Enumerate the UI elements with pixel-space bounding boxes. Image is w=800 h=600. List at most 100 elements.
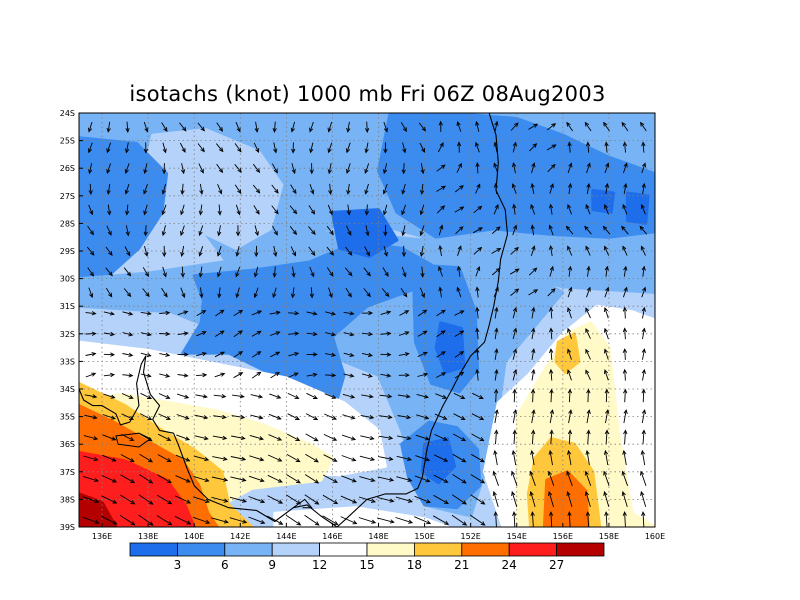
wind-arrow bbox=[454, 351, 465, 358]
wind-arrow bbox=[436, 351, 446, 358]
wind-arrow bbox=[254, 121, 259, 133]
wind-arrow-head bbox=[146, 311, 152, 316]
colorbar-swatch bbox=[366, 542, 415, 557]
wind-arrow-head bbox=[124, 168, 129, 174]
wind-arrow-head bbox=[180, 272, 185, 278]
wind-arrow bbox=[234, 143, 242, 153]
wind-arrow bbox=[401, 266, 407, 278]
wind-arrow-head bbox=[219, 147, 224, 153]
wind-arrow-head bbox=[494, 429, 499, 435]
wind-arrow bbox=[454, 206, 465, 213]
lon-label: 150E bbox=[414, 532, 434, 541]
wind-arrow-head bbox=[257, 310, 263, 315]
wind-arrow-shaft bbox=[456, 287, 462, 298]
wind-arrow-head bbox=[238, 372, 244, 377]
wind-arrow-head bbox=[641, 348, 646, 354]
wind-arrow bbox=[198, 246, 204, 257]
wind-arrow bbox=[308, 246, 316, 256]
wind-arrow-shaft bbox=[82, 475, 99, 482]
wind-arrow bbox=[546, 144, 557, 151]
wind-arrow bbox=[325, 332, 337, 337]
wind-arrow bbox=[288, 331, 300, 336]
wind-arrow bbox=[622, 286, 628, 298]
wind-arrow-shaft bbox=[568, 183, 572, 194]
wind-arrow-head bbox=[165, 394, 171, 399]
isotach-region bbox=[79, 451, 196, 527]
wind-arrow-head bbox=[603, 490, 608, 496]
wind-arrow bbox=[211, 496, 229, 503]
wind-arrow bbox=[100, 515, 118, 525]
wind-arrow-shaft bbox=[102, 454, 116, 462]
wind-arrow-head bbox=[494, 203, 499, 209]
wind-arrow-head bbox=[603, 369, 609, 375]
lat-label: 37S bbox=[60, 468, 75, 477]
wind-arrow-shaft bbox=[622, 246, 628, 256]
wind-arrow-head bbox=[310, 189, 315, 195]
wind-arrow bbox=[251, 310, 263, 316]
wind-arrow-head bbox=[167, 521, 173, 526]
wind-arrow-head bbox=[274, 209, 279, 215]
wind-arrow-shaft bbox=[568, 266, 571, 277]
wind-arrow-head bbox=[202, 394, 208, 399]
wind-arrow bbox=[267, 454, 283, 462]
wind-arrow bbox=[547, 123, 557, 131]
wind-arrow bbox=[196, 372, 208, 378]
wind-arrow-shaft bbox=[158, 393, 170, 399]
wind-arrow-head bbox=[256, 371, 262, 377]
wind-arrow bbox=[377, 496, 395, 503]
wind-arrow bbox=[604, 182, 610, 194]
wind-arrow bbox=[159, 373, 171, 378]
wind-arrow-shaft bbox=[476, 328, 479, 340]
wind-arrow-head bbox=[183, 352, 189, 357]
wind-arrow-shaft bbox=[252, 184, 260, 194]
wind-arrow-shaft bbox=[161, 122, 168, 132]
wind-arrow-head bbox=[622, 141, 628, 147]
wind-arrow-shaft bbox=[343, 352, 354, 357]
wind-arrow-head bbox=[424, 436, 430, 441]
wind-arrow-head bbox=[273, 168, 278, 174]
wind-arrow-shaft bbox=[251, 351, 261, 358]
wind-arrow-shaft bbox=[192, 516, 210, 524]
wind-arrow-head bbox=[259, 478, 265, 483]
wind-arrow bbox=[85, 352, 97, 357]
wind-arrow-head bbox=[459, 206, 465, 211]
wind-arrow-head bbox=[295, 479, 301, 484]
wind-arrow bbox=[235, 245, 240, 257]
wind-arrow-shaft bbox=[361, 373, 373, 377]
wind-arrow-head bbox=[458, 162, 462, 168]
wind-arrow bbox=[272, 225, 278, 236]
wind-arrow bbox=[529, 143, 538, 152]
wind-arrow-head bbox=[512, 327, 518, 333]
wind-arrow-shaft bbox=[475, 121, 480, 132]
wind-arrow-shaft bbox=[119, 515, 135, 526]
wind-arrow-shaft bbox=[380, 332, 391, 335]
wind-arrow-head bbox=[622, 306, 628, 312]
wind-arrow bbox=[286, 454, 301, 463]
wind-arrow-shaft bbox=[471, 433, 484, 441]
wind-arrow-head bbox=[480, 479, 486, 484]
wind-arrow-head bbox=[621, 121, 626, 127]
wind-arrow-head bbox=[511, 183, 516, 189]
wind-arrow-shaft bbox=[416, 414, 429, 419]
wind-arrow bbox=[364, 246, 370, 257]
wind-arrow-head bbox=[443, 499, 449, 505]
wind-arrow-shaft bbox=[200, 287, 203, 298]
wind-arrow-head bbox=[585, 203, 590, 209]
wind-arrow-head bbox=[130, 500, 136, 505]
wind-arrow bbox=[251, 351, 262, 358]
wind-arrow-head bbox=[383, 251, 388, 257]
wind-arrow-shaft bbox=[604, 450, 609, 466]
wind-arrow-shaft bbox=[269, 311, 280, 315]
wind-arrow-shaft bbox=[142, 288, 150, 297]
wind-arrow bbox=[531, 429, 536, 445]
wind-arrow-shaft bbox=[434, 433, 448, 441]
wind-arrow bbox=[328, 287, 333, 299]
wind-arrow-head bbox=[368, 310, 374, 316]
wind-arrow bbox=[253, 142, 260, 154]
wind-arrow-shaft bbox=[181, 163, 185, 174]
wind-arrow-shaft bbox=[641, 204, 646, 215]
wind-arrow-head bbox=[162, 252, 167, 258]
wind-arrow-shaft bbox=[512, 369, 517, 381]
wind-arrow-shaft bbox=[360, 435, 374, 440]
wind-arrow bbox=[82, 496, 100, 504]
